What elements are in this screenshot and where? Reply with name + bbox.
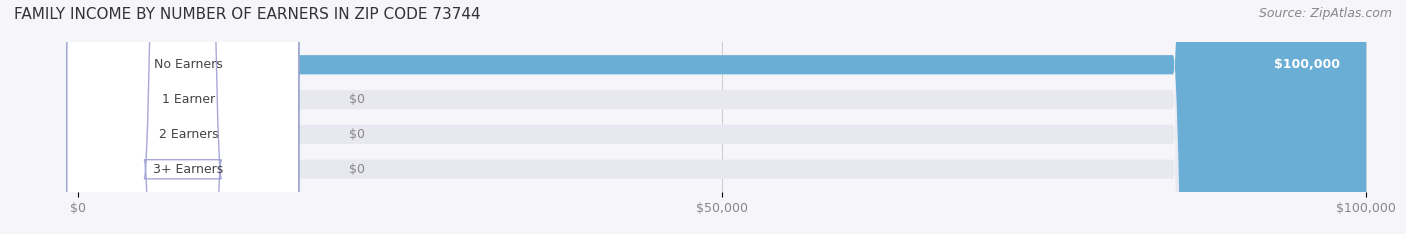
FancyBboxPatch shape	[67, 0, 298, 234]
FancyBboxPatch shape	[79, 0, 1367, 234]
Text: $0: $0	[349, 163, 366, 176]
Text: 1 Earner: 1 Earner	[162, 93, 215, 106]
Text: Source: ZipAtlas.com: Source: ZipAtlas.com	[1258, 7, 1392, 20]
FancyBboxPatch shape	[67, 0, 298, 234]
Text: 2 Earners: 2 Earners	[159, 128, 218, 141]
Text: 3+ Earners: 3+ Earners	[153, 163, 224, 176]
Text: FAMILY INCOME BY NUMBER OF EARNERS IN ZIP CODE 73744: FAMILY INCOME BY NUMBER OF EARNERS IN ZI…	[14, 7, 481, 22]
FancyBboxPatch shape	[79, 0, 1367, 234]
FancyBboxPatch shape	[67, 0, 298, 234]
Text: $0: $0	[349, 128, 366, 141]
FancyBboxPatch shape	[79, 0, 1367, 234]
Text: $100,000: $100,000	[1274, 58, 1340, 71]
FancyBboxPatch shape	[67, 0, 298, 234]
Text: No Earners: No Earners	[155, 58, 224, 71]
FancyBboxPatch shape	[79, 0, 1367, 234]
Text: $0: $0	[349, 93, 366, 106]
FancyBboxPatch shape	[79, 0, 1367, 234]
